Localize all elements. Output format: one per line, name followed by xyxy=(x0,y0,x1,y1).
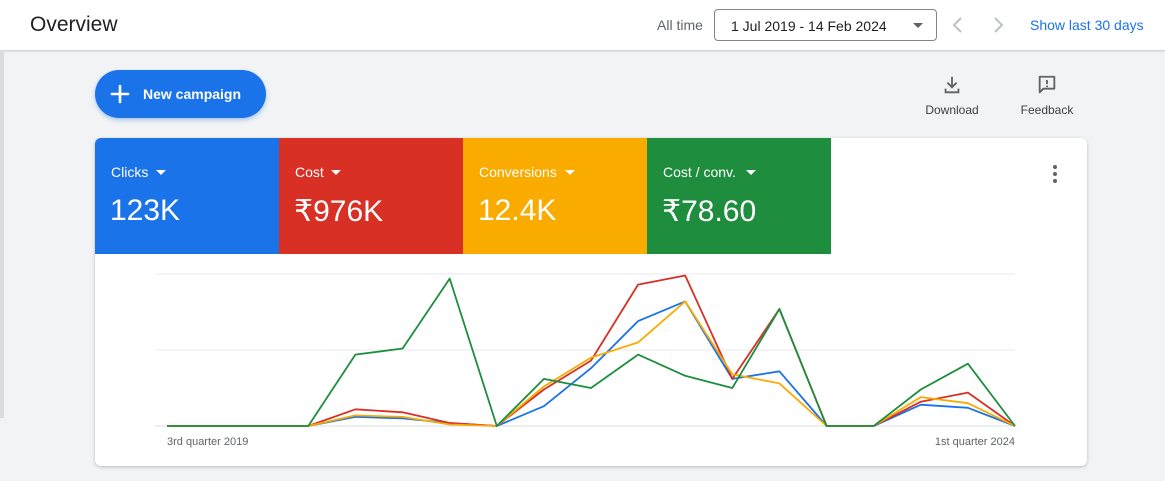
performance-chart: 3rd quarter 2019 1st quarter 2024 xyxy=(95,254,1087,466)
chart-series xyxy=(167,274,1016,427)
metric-value: ₹976K xyxy=(294,195,384,228)
feedback-icon xyxy=(1038,75,1056,94)
series-line-2 xyxy=(167,300,1016,427)
metric-tile-cost[interactable]: Cost ₹976K xyxy=(279,138,463,254)
plus-icon xyxy=(110,84,130,104)
metric-value: ₹78.60 xyxy=(662,195,757,228)
metric-name: Cost xyxy=(295,164,324,180)
chart-grid xyxy=(155,273,1015,427)
x-tick-label: 3rd quarter 2019 xyxy=(167,436,248,448)
date-range-value: 1 Jul 2019 - 14 Feb 2024 xyxy=(731,18,887,34)
metric-tile-cost-per-conversion[interactable]: Cost / conv. ₹78.60 xyxy=(647,138,831,254)
line-chart: 3rd quarter 2019 1st quarter 2024 xyxy=(155,273,1016,448)
previous-period-button[interactable] xyxy=(946,13,970,37)
metric-dropdown-caret-icon xyxy=(156,170,166,175)
metric-name: Conversions xyxy=(479,164,557,180)
left-edge-strip xyxy=(0,50,4,418)
chevron-right-icon xyxy=(994,17,1004,33)
date-range-label: All time xyxy=(657,17,703,33)
series-line-3 xyxy=(167,277,1016,427)
top-bar: Overview All time 1 Jul 2019 - 14 Feb 20… xyxy=(0,0,1165,50)
feedback-button[interactable]: Feedback xyxy=(1017,74,1077,117)
feedback-label: Feedback xyxy=(1020,103,1074,117)
more-options-button[interactable] xyxy=(1043,162,1067,186)
metric-name: Clicks xyxy=(111,164,149,180)
metric-value: 123K xyxy=(110,194,181,227)
metric-tile-conversions[interactable]: Conversions 12.4K xyxy=(463,138,647,254)
next-period-button[interactable] xyxy=(986,13,1010,37)
dropdown-caret-icon xyxy=(913,23,923,28)
metric-tile-clicks[interactable]: Clicks 123K xyxy=(95,138,279,254)
page-title: Overview xyxy=(30,13,118,36)
series-line-1 xyxy=(167,274,1016,427)
more-vert-icon xyxy=(1053,165,1057,169)
metric-dropdown-caret-icon xyxy=(746,170,756,175)
download-button[interactable]: Download xyxy=(922,74,982,117)
new-campaign-label: New campaign xyxy=(143,86,242,102)
date-range-dropdown[interactable]: 1 Jul 2019 - 14 Feb 2024 xyxy=(714,9,937,41)
series-line-0 xyxy=(167,300,1016,427)
download-label: Download xyxy=(925,103,979,117)
metric-value: 12.4K xyxy=(478,194,557,227)
performance-card: Clicks 123K Cost ₹976K Conversions 12.4K… xyxy=(95,138,1087,466)
new-campaign-button[interactable]: New campaign xyxy=(95,70,266,118)
metric-dropdown-caret-icon xyxy=(565,170,575,175)
download-icon xyxy=(944,76,960,94)
metric-name: Cost / conv. xyxy=(663,164,736,180)
show-last-30-days-link[interactable]: Show last 30 days xyxy=(1030,17,1144,33)
chevron-left-icon xyxy=(952,17,962,33)
x-tick-label: 1st quarter 2024 xyxy=(935,436,1015,448)
metric-dropdown-caret-icon xyxy=(331,170,341,175)
